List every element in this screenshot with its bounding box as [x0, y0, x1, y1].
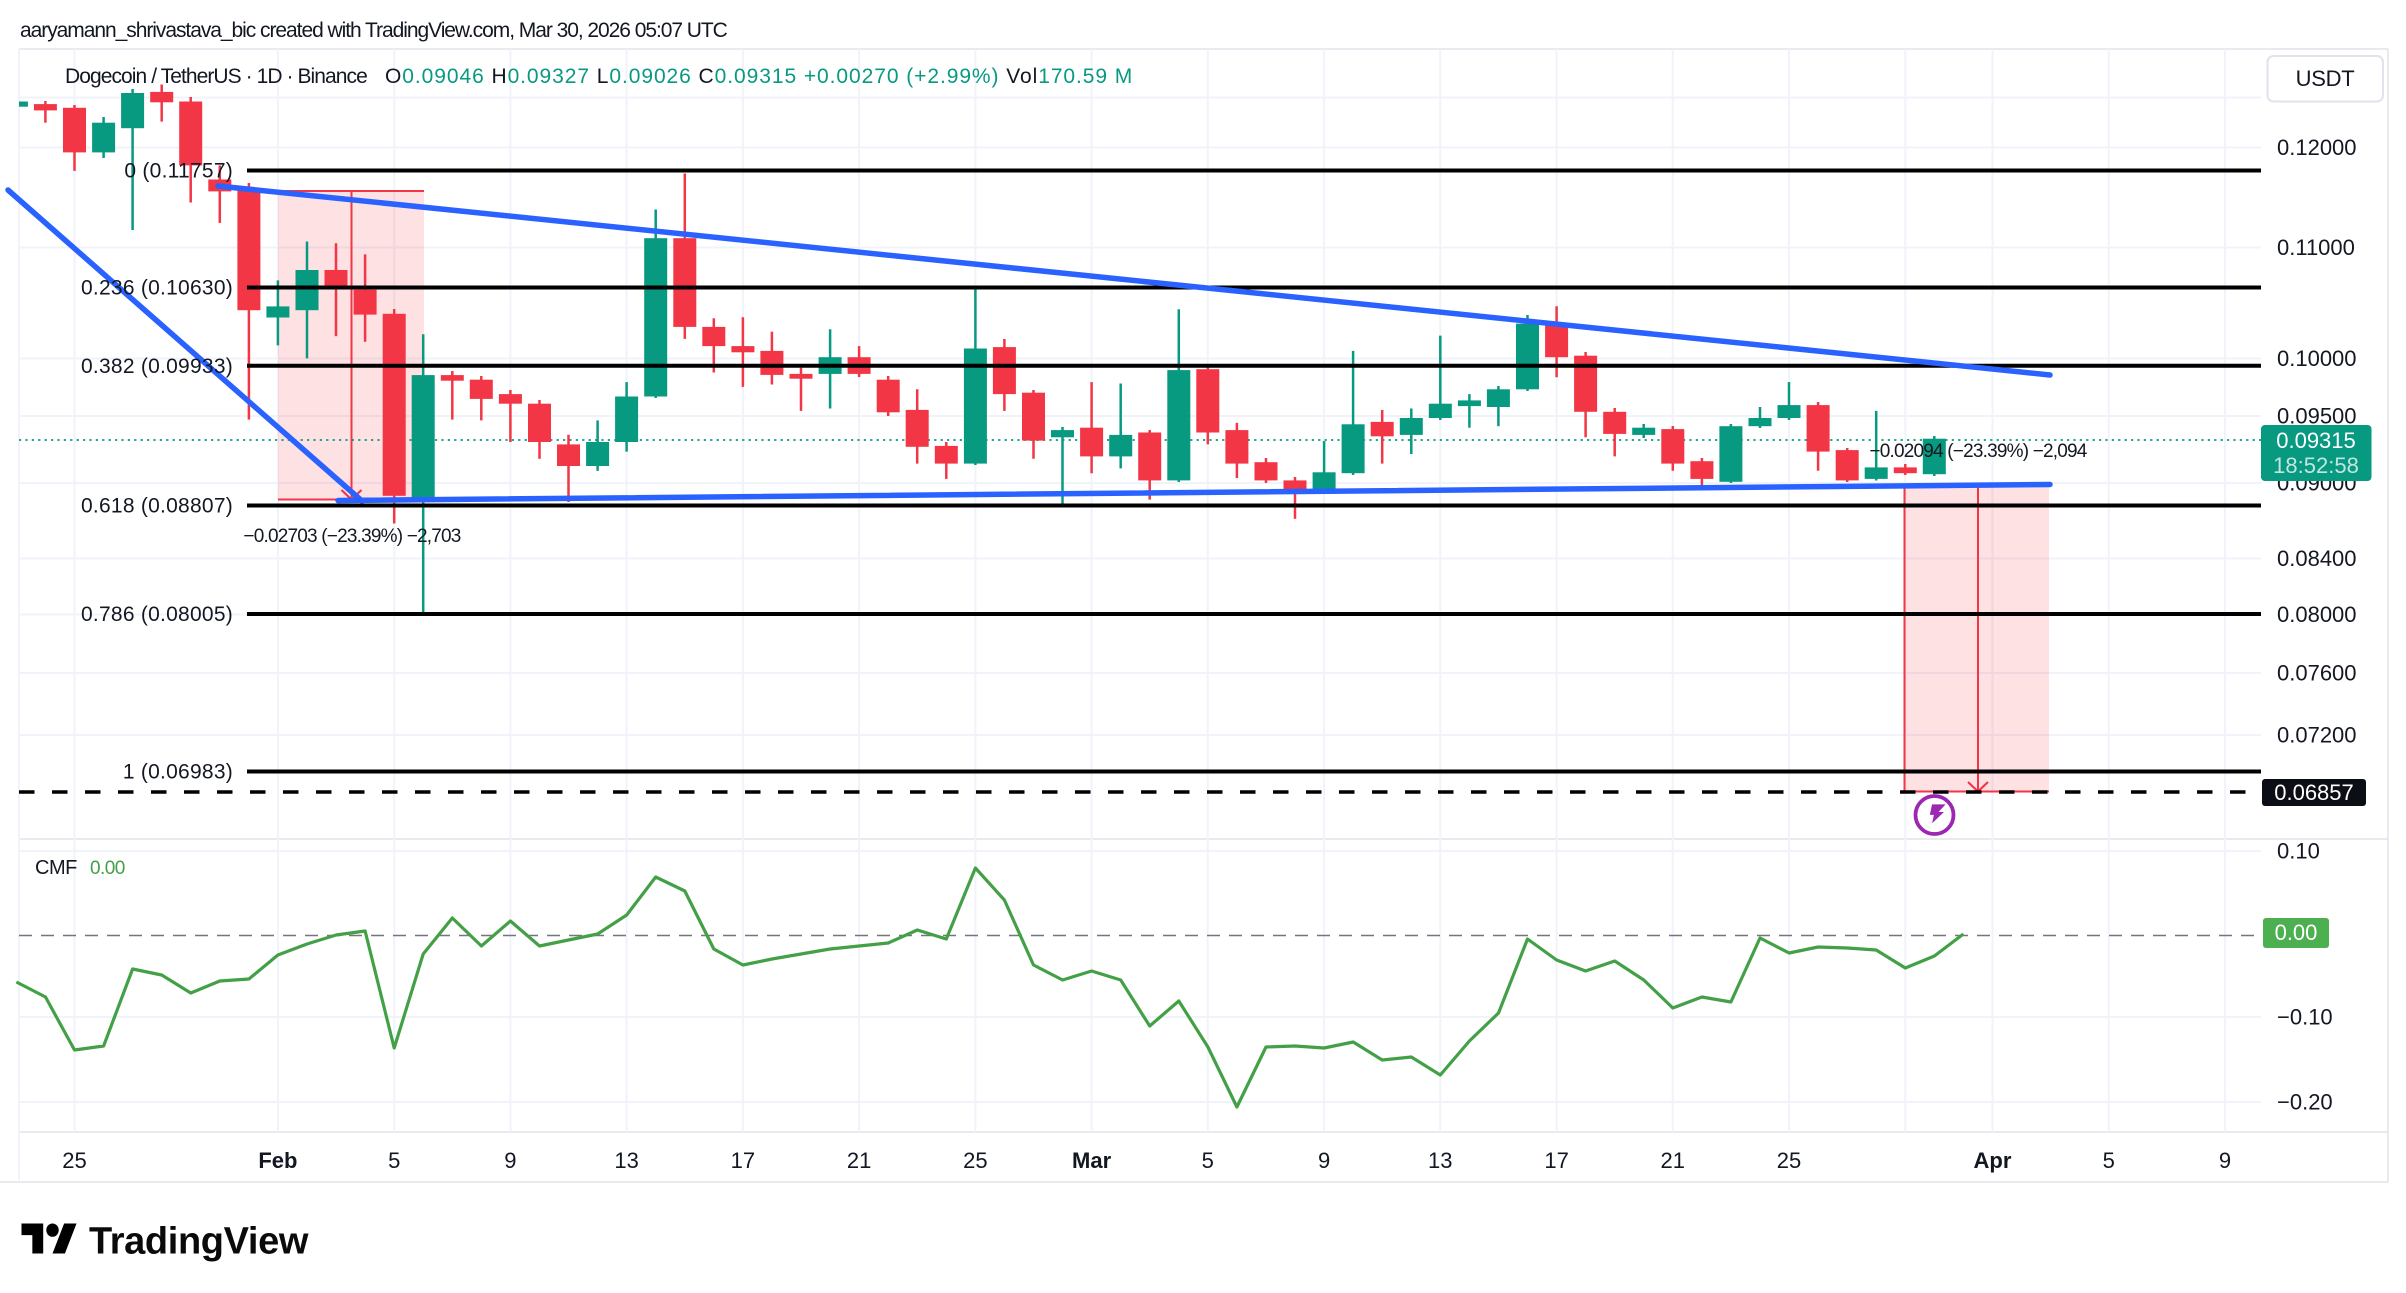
- svg-text:Mar: Mar: [1072, 1148, 1112, 1173]
- svg-text:0.236 (0.10630): 0.236 (0.10630): [81, 277, 233, 300]
- svg-text:USDT: USDT: [2296, 66, 2355, 91]
- svg-text:1 (0.06983): 1 (0.06983): [123, 761, 233, 784]
- svg-text:aaryamann_shrivastava_bic crea: aaryamann_shrivastava_bic created with T…: [20, 19, 728, 42]
- svg-text:25: 25: [963, 1148, 987, 1173]
- svg-text:5: 5: [2103, 1148, 2115, 1173]
- svg-text:TradingView: TradingView: [89, 1221, 309, 1263]
- svg-text:−0.02094 (−23.39%) −2,094: −0.02094 (−23.39%) −2,094: [1869, 441, 2087, 462]
- svg-text:Feb: Feb: [258, 1148, 297, 1173]
- svg-text:9: 9: [504, 1148, 516, 1173]
- svg-text:0.12000: 0.12000: [2277, 135, 2357, 160]
- svg-text:0.09315: 0.09315: [2276, 428, 2356, 453]
- svg-text:18:52:58: 18:52:58: [2273, 453, 2359, 478]
- svg-text:5: 5: [388, 1148, 400, 1173]
- svg-text:Apr: Apr: [1974, 1148, 2012, 1173]
- svg-text:0.382 (0.09933): 0.382 (0.09933): [81, 355, 233, 378]
- svg-text:0.08400: 0.08400: [2277, 546, 2357, 571]
- svg-text:0 (0.11757): 0 (0.11757): [124, 160, 233, 183]
- svg-text:25: 25: [62, 1148, 86, 1173]
- svg-text:5: 5: [1202, 1148, 1214, 1173]
- svg-text:9: 9: [2219, 1148, 2231, 1173]
- svg-text:0.786 (0.08005): 0.786 (0.08005): [81, 603, 233, 626]
- svg-text:Dogecoin / TetherUS · 1D · Bin: Dogecoin / TetherUS · 1D · Binance: [65, 65, 367, 88]
- svg-text:0.07200: 0.07200: [2277, 723, 2357, 748]
- svg-text:17: 17: [1544, 1148, 1568, 1173]
- svg-text:0.10000: 0.10000: [2277, 346, 2357, 371]
- svg-text:0.00: 0.00: [90, 858, 125, 879]
- svg-text:0.11000: 0.11000: [2277, 235, 2355, 260]
- svg-text:0.618 (0.08807): 0.618 (0.08807): [81, 495, 233, 518]
- svg-text:25: 25: [1777, 1148, 1801, 1173]
- svg-text:−0.20: −0.20: [2277, 1090, 2333, 1115]
- svg-text:0.09500: 0.09500: [2277, 404, 2357, 429]
- svg-text:21: 21: [1661, 1148, 1685, 1173]
- svg-text:−0.10: −0.10: [2277, 1005, 2333, 1030]
- svg-text:−0.02703 (−23.39%) −2,703: −0.02703 (−23.39%) −2,703: [243, 526, 460, 547]
- svg-text:9: 9: [1318, 1148, 1330, 1173]
- svg-text:0.10: 0.10: [2277, 839, 2320, 864]
- svg-text:CMF: CMF: [35, 857, 77, 879]
- svg-text:13: 13: [1428, 1148, 1452, 1173]
- svg-text:0.08000: 0.08000: [2277, 602, 2357, 627]
- svg-text:0.00: 0.00: [2275, 920, 2318, 945]
- svg-text:0.07600: 0.07600: [2277, 661, 2357, 686]
- svg-text:O0.09046 H0.09327 L0.09026: O0.09046 H0.09327 L0.09026 C0.09315 +0.0…: [385, 65, 1133, 88]
- svg-text:21: 21: [847, 1148, 871, 1173]
- svg-text:13: 13: [614, 1148, 638, 1173]
- svg-text:17: 17: [731, 1148, 755, 1173]
- svg-text:0.06857: 0.06857: [2274, 780, 2354, 805]
